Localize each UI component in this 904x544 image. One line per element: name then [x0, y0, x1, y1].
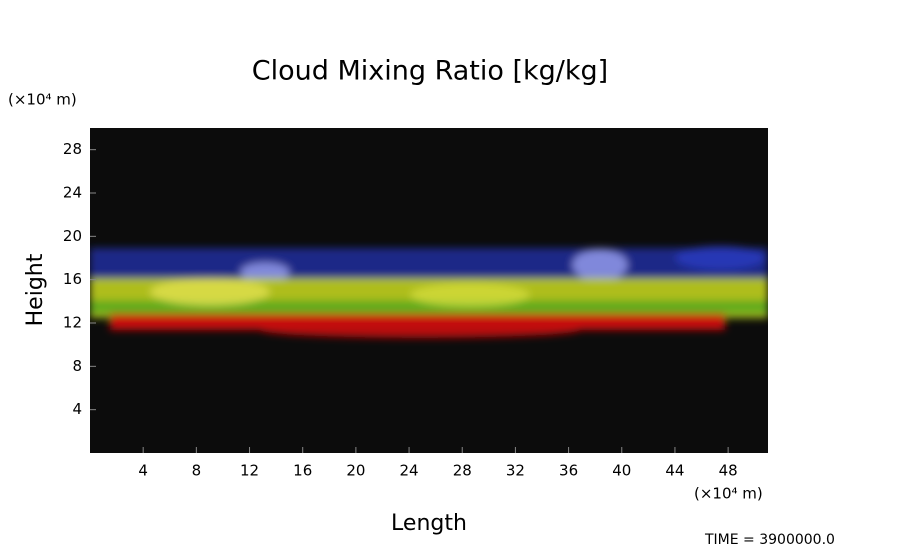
- green-band: [90, 300, 768, 314]
- x-tick-label: 16: [293, 462, 312, 480]
- y-tick-label: 20: [63, 227, 82, 245]
- chart-title: Cloud Mixing Ratio [kg/kg]: [252, 56, 608, 87]
- x-tick-label: 44: [665, 462, 684, 480]
- cloud-render: [90, 246, 768, 338]
- y-unit: (×10⁴ m): [8, 91, 77, 109]
- y-tick-label: 8: [72, 357, 82, 375]
- x-tick-label: 36: [559, 462, 578, 480]
- x-tick-label: 8: [192, 462, 202, 480]
- highlight: [240, 262, 290, 282]
- y-tick-label: 24: [63, 184, 82, 202]
- upper-band: [90, 248, 768, 280]
- x-unit: (×10⁴ m): [694, 485, 763, 503]
- y-tick-label: 12: [63, 314, 82, 332]
- x-tick-label: 28: [453, 462, 472, 480]
- y-tick-label: 28: [63, 140, 82, 158]
- y-tick-label: 4: [72, 400, 82, 418]
- x-axis-label: Length: [391, 511, 467, 536]
- lower-band: [110, 314, 725, 330]
- footer: TIME = 3900000.0: [704, 532, 835, 544]
- highlight: [572, 249, 628, 281]
- y-tick-label: 16: [63, 270, 82, 288]
- x-tick-label: 48: [719, 462, 738, 480]
- y-axis-label: Height: [23, 253, 48, 326]
- x-tick-label: 40: [612, 462, 631, 480]
- lower-band-tail: [260, 322, 580, 338]
- highlight: [150, 278, 270, 306]
- x-tick-label: 12: [240, 462, 259, 480]
- x-tick-label: 4: [138, 462, 148, 480]
- x-tick-label: 20: [346, 462, 365, 480]
- highlight: [410, 283, 530, 307]
- x-tick-label: 24: [400, 462, 419, 480]
- x-tick-label: 32: [506, 462, 525, 480]
- highlight: [675, 246, 765, 270]
